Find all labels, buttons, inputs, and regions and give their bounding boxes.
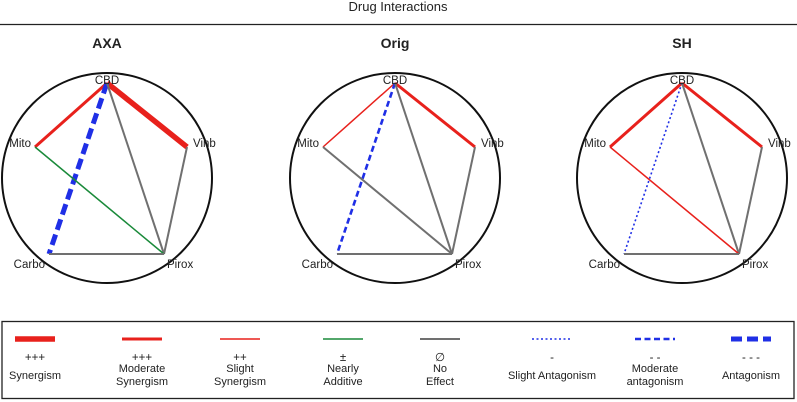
panel-axa: AXA CBD Vinb Pirox Carbo Mito (1, 35, 216, 284)
edge-cbd-vinb (681, 81, 763, 149)
node-label-cbd: CBD (95, 75, 119, 87)
legend-item-synergism: +++ Synergism (9, 336, 61, 382)
legend-label: Synergism (116, 376, 168, 388)
legend-label: antagonism (627, 376, 684, 388)
outer-circle (1, 72, 213, 284)
legend-label: Slight Antagonism (508, 370, 596, 382)
panel-title: AXA (92, 35, 122, 51)
node-label-pirox: Pirox (455, 259, 481, 271)
panel-orig: Orig CBD Vinb Pirox Carbo Mito (289, 35, 504, 284)
legend-label: Synergism (214, 376, 266, 388)
figure-title: Drug Interactions (349, 0, 448, 14)
legend-box (1, 320, 795, 400)
legend-item-slight-antagonism: - Slight Antagonism (508, 338, 596, 382)
panel-sh: SH CBD Vinb Pirox Carbo Mito (576, 35, 791, 284)
legend-symbol: +++ (132, 352, 152, 364)
edge-mito-pirox (322, 146, 453, 255)
edge-vinb-pirox (738, 146, 763, 255)
edge-cbd-mito (322, 82, 396, 148)
node-label-pirox: Pirox (167, 259, 193, 271)
edge-cbd-carbo (623, 82, 683, 255)
edge-cbd-pirox (394, 82, 453, 255)
legend-label: Effect (426, 376, 454, 388)
legend-symbol: ∅ (435, 352, 445, 364)
legend-symbol: +++ (25, 352, 45, 364)
node-label-vinb: Vinb (193, 138, 216, 150)
legend-item-antagonism: - - - Antagonism (722, 336, 780, 382)
node-label-mito: Mito (584, 138, 606, 150)
legend-symbol: - (550, 352, 554, 364)
edge-cbd-vinb (394, 81, 476, 149)
edge-mito-pirox (609, 146, 740, 255)
legend-symbol: ++ (233, 352, 247, 364)
node-label-mito: Mito (297, 138, 319, 150)
legend-label: Additive (323, 376, 362, 388)
edge-mito-pirox (34, 146, 165, 255)
legend-label: Moderate (119, 363, 165, 375)
legend: +++Synergism+++ModerateSynergism++Slight… (9, 336, 780, 388)
legend-label: Moderate (632, 363, 678, 375)
edge-cbd-pirox (106, 82, 165, 255)
edge-vinb-pirox (163, 146, 188, 255)
panel-title: Orig (381, 35, 410, 51)
legend-symbol: - - - (742, 352, 760, 364)
outer-circle (576, 72, 788, 284)
edge-cbd-carbo (335, 82, 397, 255)
node-label-carbo: Carbo (589, 259, 620, 271)
edge-vinb-pirox (451, 146, 476, 255)
edge-cbd-mito (609, 81, 683, 149)
node-label-carbo: Carbo (302, 259, 333, 271)
node-label-cbd: CBD (383, 75, 407, 87)
legend-symbol: ± (340, 352, 346, 364)
node-label-vinb: Vinb (481, 138, 504, 150)
outer-circle (289, 72, 501, 284)
edge-cbd-mito (34, 81, 108, 149)
legend-label: Nearly (327, 363, 359, 375)
legend-symbol: - - (650, 352, 661, 364)
legend-label: Antagonism (722, 370, 780, 382)
node-label-cbd: CBD (670, 75, 694, 87)
legend-label: Slight (226, 363, 254, 375)
node-label-carbo: Carbo (14, 259, 45, 271)
node-label-pirox: Pirox (742, 259, 768, 271)
legend-label: No (433, 363, 447, 375)
legend-label: Synergism (9, 370, 61, 382)
interaction-panels: AXA CBD Vinb Pirox Carbo Mito Orig CBD Vinb Pirox… (1, 35, 791, 284)
node-label-mito: Mito (9, 138, 31, 150)
panel-title: SH (672, 35, 691, 51)
edge-cbd-vinb (105, 80, 189, 150)
node-label-vinb: Vinb (768, 138, 791, 150)
edge-cbd-carbo (46, 82, 110, 255)
edge-cbd-pirox (681, 82, 740, 255)
